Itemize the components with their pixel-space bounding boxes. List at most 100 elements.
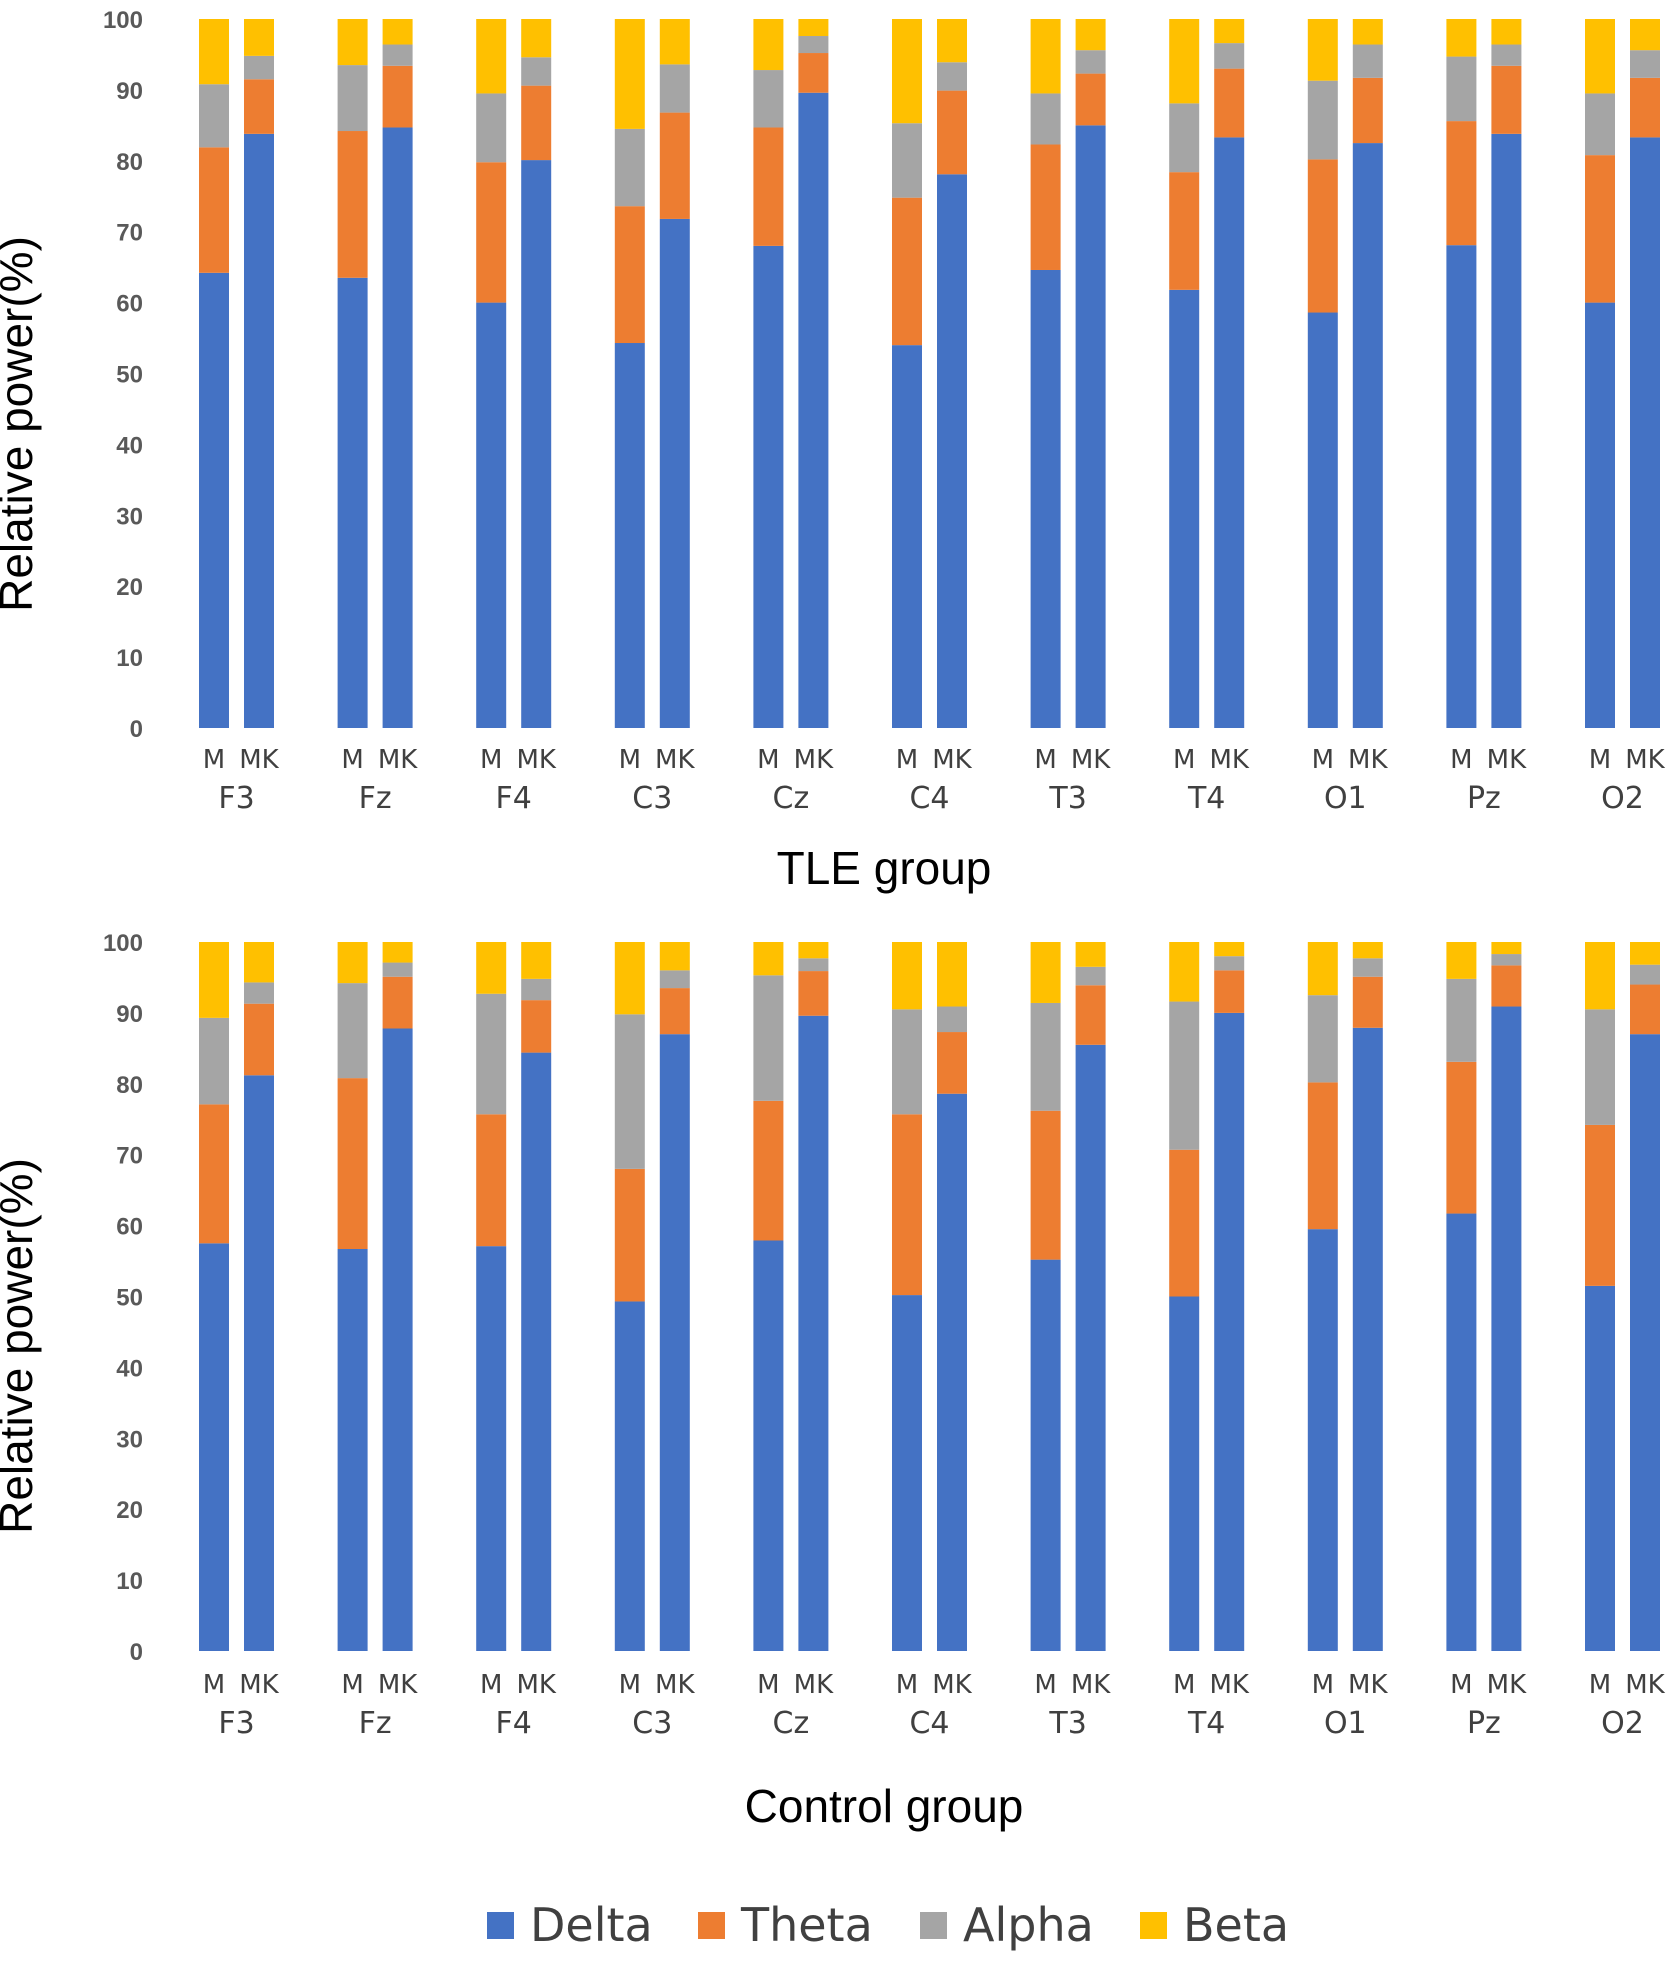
bar-t4-mk-beta [1214,942,1245,957]
condition-label: M [480,745,502,775]
electrode-label: T3 [1048,1706,1086,1741]
bar-f4-mk-theta [521,1000,552,1053]
legend-label-beta: Beta [1183,1898,1289,1952]
bar-t3-m-beta [1030,942,1061,1003]
bar-o2-mk-alpha [1630,964,1660,985]
bar-c3-mk-alpha [659,64,690,113]
bar-pz-m-theta [1446,121,1477,246]
bar-pz-mk-alpha [1491,954,1522,966]
bar-f3-mk-theta [244,1003,274,1076]
electrode-label: C4 [909,781,949,816]
condition-label: MK [1348,1670,1388,1700]
bar-t4-m-delta [1169,1296,1200,1651]
bar-c4-mk-beta [937,942,967,1007]
condition-label: M [1312,1670,1334,1700]
bar-o1-mk-delta [1352,143,1383,728]
bar-t4-m-theta [1169,172,1200,290]
bar-t4-m-beta [1169,19,1200,104]
y-tick-label: 40 [116,432,143,459]
condition-label: M [1450,1670,1472,1700]
bar-fz-mk-delta [382,1028,413,1651]
bar-cz-mk-beta [798,942,829,959]
condition-label: MK [655,1670,695,1700]
bar-cz-mk-delta [798,1015,829,1651]
condition-label: MK [516,745,556,775]
bar-pz-m-alpha [1446,56,1477,122]
condition-label: M [896,745,918,775]
bar-t3-mk-alpha [1075,966,1106,986]
bar-fz-m-theta [337,1078,368,1249]
electrode-label: F3 [218,781,254,816]
bar-pz-m-delta [1446,245,1477,728]
condition-label: MK [1348,745,1388,775]
legend-label-delta: Delta [530,1898,653,1952]
legend: Delta Theta Alpha Beta [487,1898,1289,1952]
y-tick-label: 40 [116,1355,143,1382]
bar-fz-m-delta [337,277,368,728]
bar-c3-mk-delta [659,218,690,729]
electrode-label: Pz [1467,781,1501,816]
bar-t3-mk-theta [1075,73,1106,126]
bar-cz-m-delta [753,245,784,728]
bar-t4-mk-theta [1214,68,1245,138]
legend-swatch-beta [1140,1912,1167,1939]
y-tick-label: 30 [116,1426,143,1453]
condition-label: MK [1071,1670,1111,1700]
bar-o1-mk-beta [1352,19,1383,45]
bar-fz-mk-beta [382,19,413,45]
condition-label: M [1034,1670,1056,1700]
y-tick-label: 50 [116,1285,143,1312]
bar-c3-m-alpha [614,128,645,207]
bar-f3-m-delta [199,272,229,728]
bar-o2-m-beta [1585,19,1615,94]
bar-f3-mk-theta [244,79,274,134]
condition-label: M [896,1670,918,1700]
bar-f3-mk-delta [244,1075,274,1651]
condition-label: MK [378,745,418,775]
bar-f3-m-beta [199,942,229,1018]
y-tick-label: 0 [130,1639,143,1666]
bar-fz-mk-alpha [382,962,413,977]
bar-pz-m-beta [1446,942,1477,979]
condition-label: M [757,1670,779,1700]
y-tick-label: 20 [116,574,143,601]
bar-pz-m-beta [1446,19,1477,57]
bar-t4-mk-beta [1214,19,1245,44]
bar-f3-mk-beta [244,942,274,983]
condition-label: M [480,1670,502,1700]
y-tick-label: 10 [116,645,143,672]
bar-c4-m-theta [892,1114,922,1296]
bar-cz-mk-theta [798,53,829,93]
condition-label: MK [1209,745,1249,775]
bar-t3-m-delta [1030,1259,1061,1651]
bar-t3-m-delta [1030,269,1061,728]
legend-label-alpha: Alpha [963,1898,1094,1952]
bar-f4-mk-beta [521,19,552,58]
condition-label: M [203,1670,225,1700]
bar-t3-mk-beta [1075,942,1106,967]
bar-c4-mk-theta [937,90,967,175]
bar-pz-m-delta [1446,1213,1477,1651]
bar-pz-mk-beta [1491,19,1522,45]
bar-c4-mk-beta [937,19,967,63]
bar-fz-m-theta [337,131,368,278]
bar-cz-m-beta [753,19,784,71]
bar-t4-m-alpha [1169,1001,1200,1150]
bar-cz-m-beta [753,942,784,976]
condition-label: M [203,745,225,775]
bar-o1-mk-beta [1352,942,1383,959]
bar-o2-mk-beta [1630,19,1660,51]
bar-o1-m-alpha [1307,995,1338,1083]
bar-o1-m-theta [1307,1082,1338,1230]
bar-f4-m-theta [476,1114,507,1247]
legend-label-theta: Theta [740,1898,873,1952]
bar-c3-mk-alpha [659,970,690,989]
bar-f4-m-delta [476,1246,507,1651]
bar-cz-mk-theta [798,971,829,1016]
bar-o2-mk-theta [1630,984,1660,1035]
bar-cz-m-delta [753,1240,784,1651]
y-tick-label: 80 [116,1072,143,1099]
condition-label: M [341,1670,363,1700]
condition-label: MK [1625,1670,1665,1700]
bar-c4-mk-alpha [937,1006,967,1033]
